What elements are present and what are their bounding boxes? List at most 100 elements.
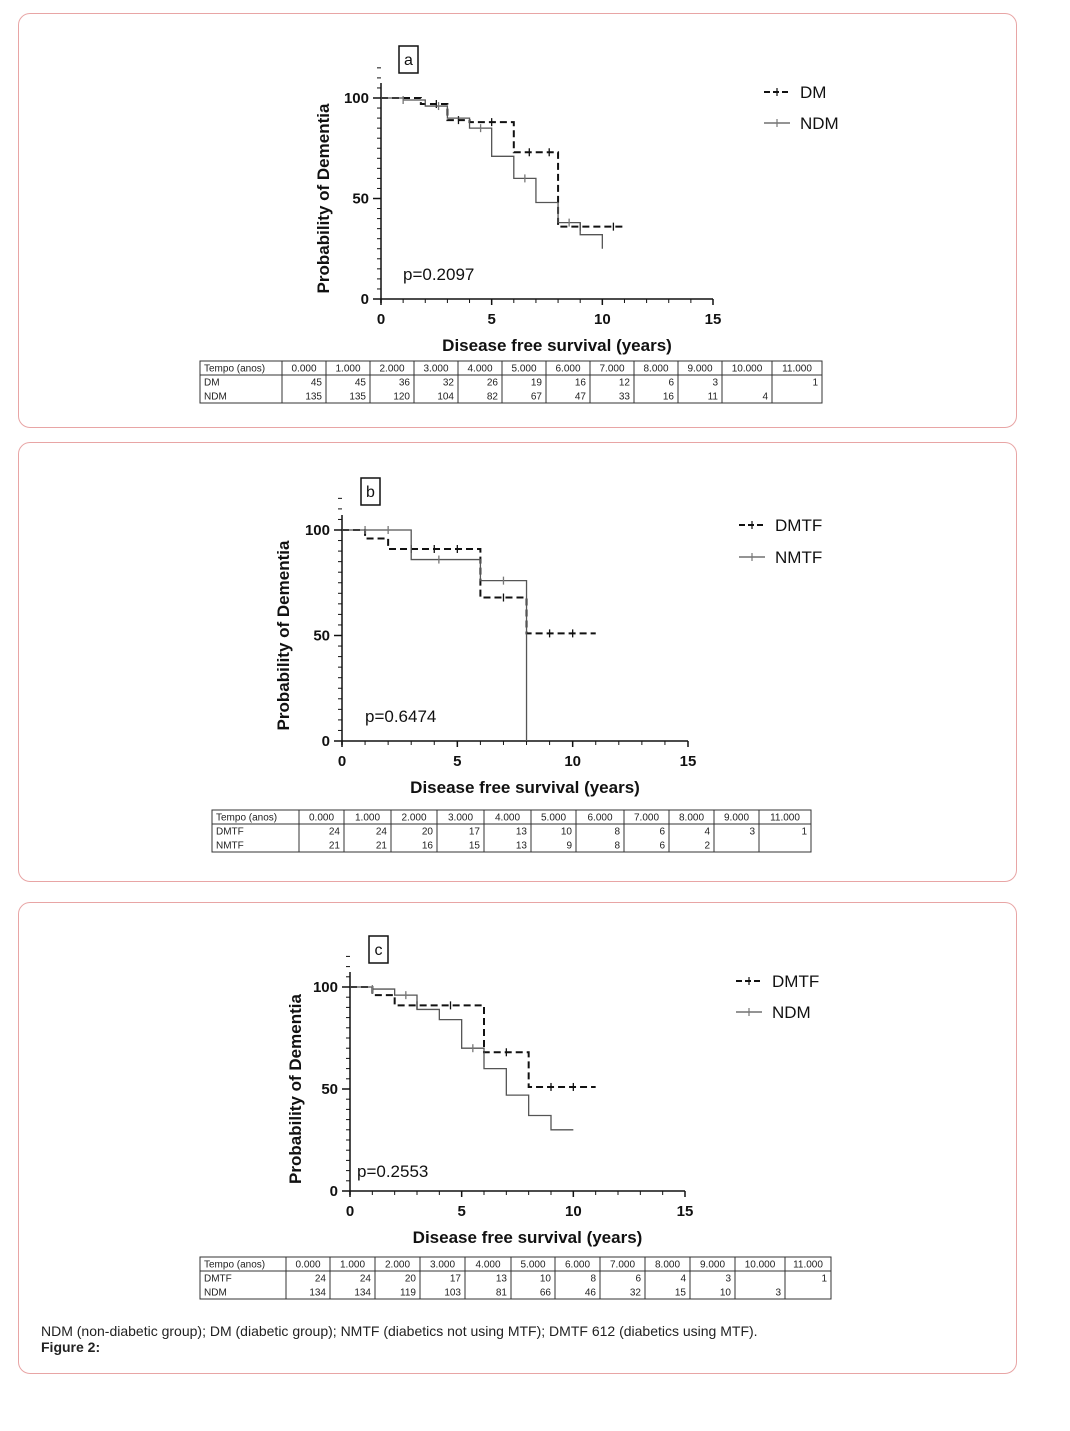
chart-b: 0 50 100 0 5 10 15 Probability of Dementia Disea… <box>211 477 822 853</box>
risk-table-header-cell: 9.000 <box>724 813 749 824</box>
x-tick-label: 0 <box>346 1203 354 1220</box>
risk-table-cell: 20 <box>422 827 434 838</box>
risk-table-cell: 8 <box>590 1274 596 1285</box>
chart-panel-c: 0 50 100 0 5 10 15 Probability of Dementia Disea… <box>18 902 1017 1374</box>
risk-table-cell: 67 <box>531 392 543 403</box>
risk-table-cell: 120 <box>393 392 410 403</box>
risk-table-cell: 6 <box>635 1274 641 1285</box>
risk-table-cell: 11 <box>708 392 719 403</box>
x-tick-label: 0 <box>377 311 385 328</box>
risk-table-cell: 119 <box>400 1288 416 1299</box>
risk-table-cell: 36 <box>399 378 411 389</box>
risk-table-cell: 10 <box>720 1288 732 1299</box>
risk-table-header-cell: 5.000 <box>520 1260 545 1271</box>
risk-table-cell: 24 <box>315 1274 327 1285</box>
risk-table-cell: 33 <box>619 392 631 403</box>
risk-table-cell: 17 <box>469 827 481 838</box>
risk-table-header-cell: 11.000 <box>793 1260 823 1271</box>
risk-table-header-cell: 11.000 <box>782 364 812 375</box>
risk-table-header-cell: 0.000 <box>309 813 334 824</box>
risk-table-header-cell: 6.000 <box>587 813 612 824</box>
risk-table-header-cell: 1.000 <box>355 813 380 824</box>
p-value: p=0.2553 <box>357 1162 428 1181</box>
x-tick-label: 5 <box>453 753 461 770</box>
legend-label-ndm: NDM <box>772 1003 811 1022</box>
risk-table-header-cell: 8.000 <box>679 813 704 824</box>
risk-table-header-cell: 8.000 <box>655 1260 680 1271</box>
risk-table-header-cell: 6.000 <box>555 364 580 375</box>
y-tick-label: 100 <box>344 90 369 107</box>
risk-table-cell: 47 <box>575 392 587 403</box>
chart-c: 0 50 100 0 5 10 15 Probability of Dementia Disea… <box>199 935 832 1300</box>
risk-table: Tempo (anos) 0.000 1.000 2.000 3.000 4.000 5.0… <box>211 809 812 853</box>
risk-table-header-cell: 5.000 <box>511 364 536 375</box>
risk-table-cell: 135 <box>305 392 322 403</box>
chart-a: 0 50 100 0 5 10 15 Probability of Dementia Disea… <box>199 45 839 404</box>
risk-table-cell: 1 <box>821 1274 827 1285</box>
risk-table-cell: 21 <box>329 841 341 852</box>
risk-table-cell: 1 <box>801 827 807 838</box>
risk-table-cell: 135 <box>349 392 366 403</box>
risk-table-cell: 24 <box>376 827 388 838</box>
risk-table-row-label: DMTF <box>204 1274 232 1285</box>
series-nmtf <box>342 526 528 741</box>
risk-table-border <box>199 360 823 404</box>
axes: 0 50 100 0 5 10 15 <box>305 497 697 770</box>
risk-table-cell: 32 <box>630 1288 642 1299</box>
legend: DMTF NDM <box>736 972 819 1022</box>
x-tick-label: 5 <box>457 1203 465 1220</box>
x-axis-label: Disease free survival (years) <box>410 778 640 797</box>
risk-table-header-cell: 3.000 <box>423 364 448 375</box>
risk-table-cell: 103 <box>444 1288 461 1299</box>
panel-letter-text: c <box>375 942 383 959</box>
chart-panel-b: 0 50 100 0 5 10 15 Probability of Dementia Disea… <box>18 442 1017 882</box>
risk-table-cell: 19 <box>531 378 543 389</box>
caption-text: NDM (non-diabetic group); DM (diabetic g… <box>41 1323 758 1339</box>
axes: 0 50 100 0 5 10 15 <box>344 67 721 328</box>
risk-table-header-cell: 10.000 <box>745 1260 776 1271</box>
y-tick-label: 50 <box>321 1081 338 1098</box>
panel-letter-box <box>360 477 381 506</box>
risk-table-cell: 24 <box>329 827 341 838</box>
y-tick-label: 0 <box>330 1183 338 1200</box>
risk-table-cell: 10 <box>561 827 573 838</box>
risk-table-cell: 15 <box>469 841 481 852</box>
panel-letter-text: a <box>404 52 413 69</box>
risk-table-cell: 3 <box>725 1274 731 1285</box>
legend-label-ndm: NDM <box>800 114 839 133</box>
risk-table-row-label: NDM <box>204 1288 227 1299</box>
panel-letter: a <box>398 45 419 74</box>
risk-table-cell: 20 <box>405 1274 417 1285</box>
x-tick-label: 15 <box>680 753 697 770</box>
risk-table-header-cell: Tempo (anos) <box>216 813 277 824</box>
risk-table-cell: 16 <box>575 378 587 389</box>
risk-table-header-cell: 0.000 <box>295 1260 320 1271</box>
panel-letter: c <box>368 935 389 964</box>
figure-caption: NDM (non-diabetic group); DM (diabetic g… <box>41 1323 758 1355</box>
risk-table-header-cell: 2.000 <box>401 813 426 824</box>
risk-table-cell: 16 <box>663 392 675 403</box>
series-dmtf <box>342 529 596 638</box>
risk-table-cell: 134 <box>354 1288 371 1299</box>
x-axis-label: Disease free survival (years) <box>413 1228 643 1247</box>
y-tick-label: 100 <box>313 979 338 996</box>
risk-table-row-label: NMTF <box>216 841 244 852</box>
risk-table-header-cell: 4.000 <box>467 364 492 375</box>
risk-table-cell: 26 <box>487 378 499 389</box>
risk-table-header-cell: Tempo (anos) <box>204 1260 265 1271</box>
risk-table-cell: 3 <box>775 1288 781 1299</box>
risk-table-cell: 6 <box>659 841 665 852</box>
y-axis-label: Probability of Dementia <box>274 540 293 730</box>
risk-table-cell: 6 <box>668 378 674 389</box>
y-tick-label: 100 <box>305 522 330 539</box>
risk-table-cell: 17 <box>450 1274 462 1285</box>
risk-table-cell: 13 <box>496 1274 508 1285</box>
risk-table-cell: 8 <box>614 841 620 852</box>
legend-label-dm: DM <box>800 83 826 102</box>
survival-curve-ndm <box>381 97 603 249</box>
panel-letter: b <box>360 477 381 506</box>
risk-table-cell: 10 <box>540 1274 552 1285</box>
panel-letter-box <box>398 45 419 74</box>
risk-table-cell: 1 <box>812 378 818 389</box>
risk-table-border <box>199 1256 832 1300</box>
